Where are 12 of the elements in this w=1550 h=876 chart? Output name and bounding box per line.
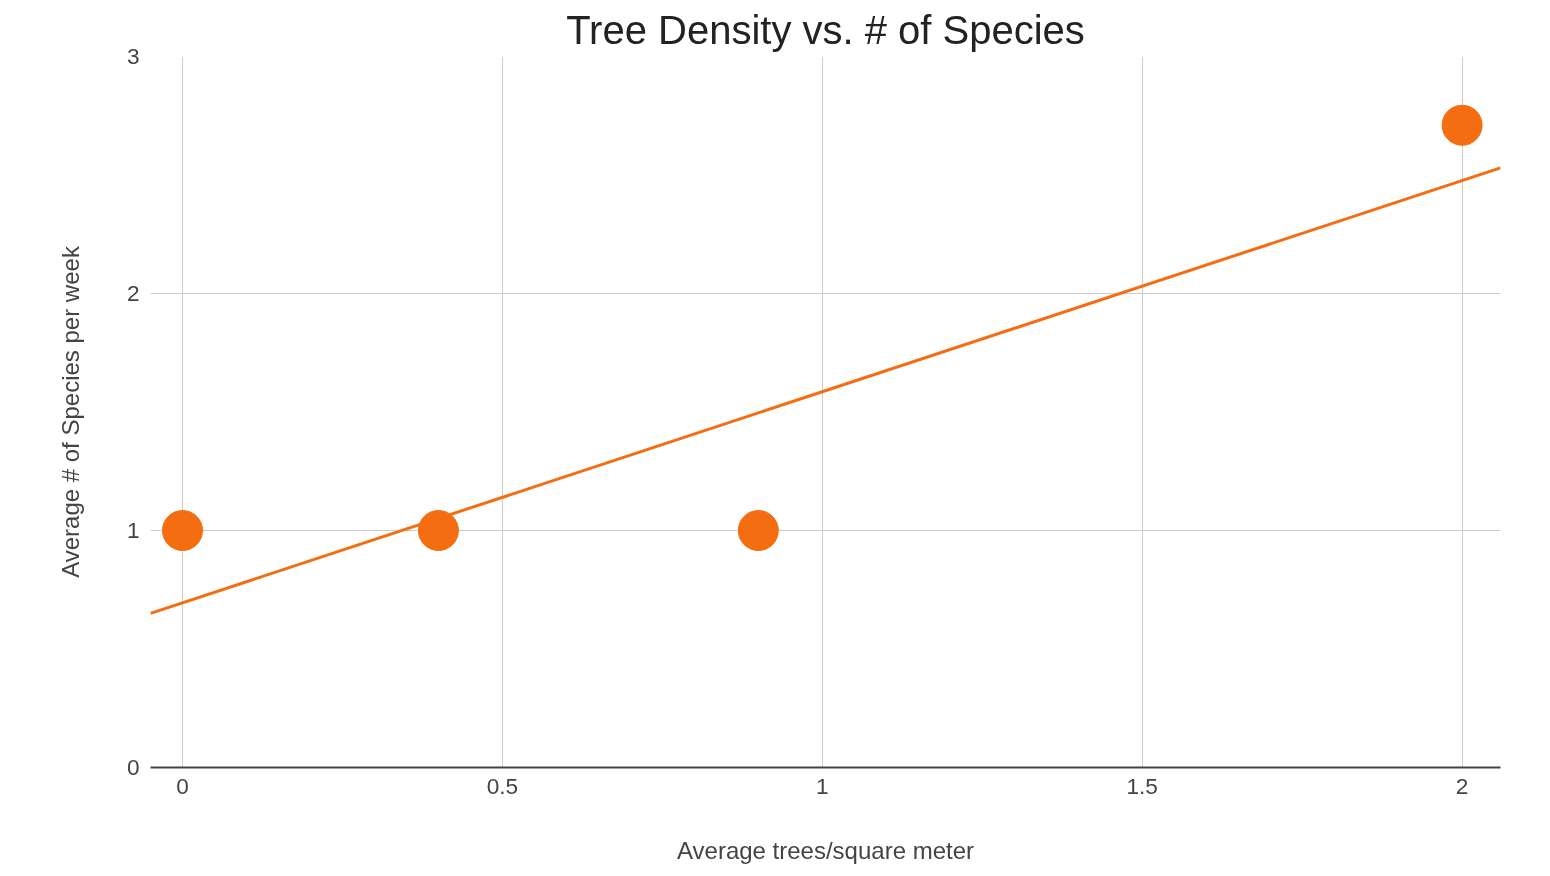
y-tick-label: 2 bbox=[126, 280, 140, 306]
chart-title: Tree Density vs. # of Species bbox=[566, 7, 1085, 52]
y-axis-title: Average # of Species per week bbox=[56, 245, 84, 578]
x-tick-label: 0 bbox=[176, 772, 189, 799]
x-tick-label: 2 bbox=[1455, 772, 1469, 799]
x-tick-label: 1 bbox=[816, 772, 829, 799]
y-tick-label: 0 bbox=[126, 754, 140, 780]
x-tick-label: 1.5 bbox=[1126, 772, 1158, 799]
y-tick-label: 3 bbox=[126, 43, 140, 69]
x-tick-label: 0.5 bbox=[486, 772, 519, 799]
y-tick-label: 1 bbox=[126, 517, 140, 543]
x-axis-title: Average trees/square meter bbox=[676, 836, 975, 864]
